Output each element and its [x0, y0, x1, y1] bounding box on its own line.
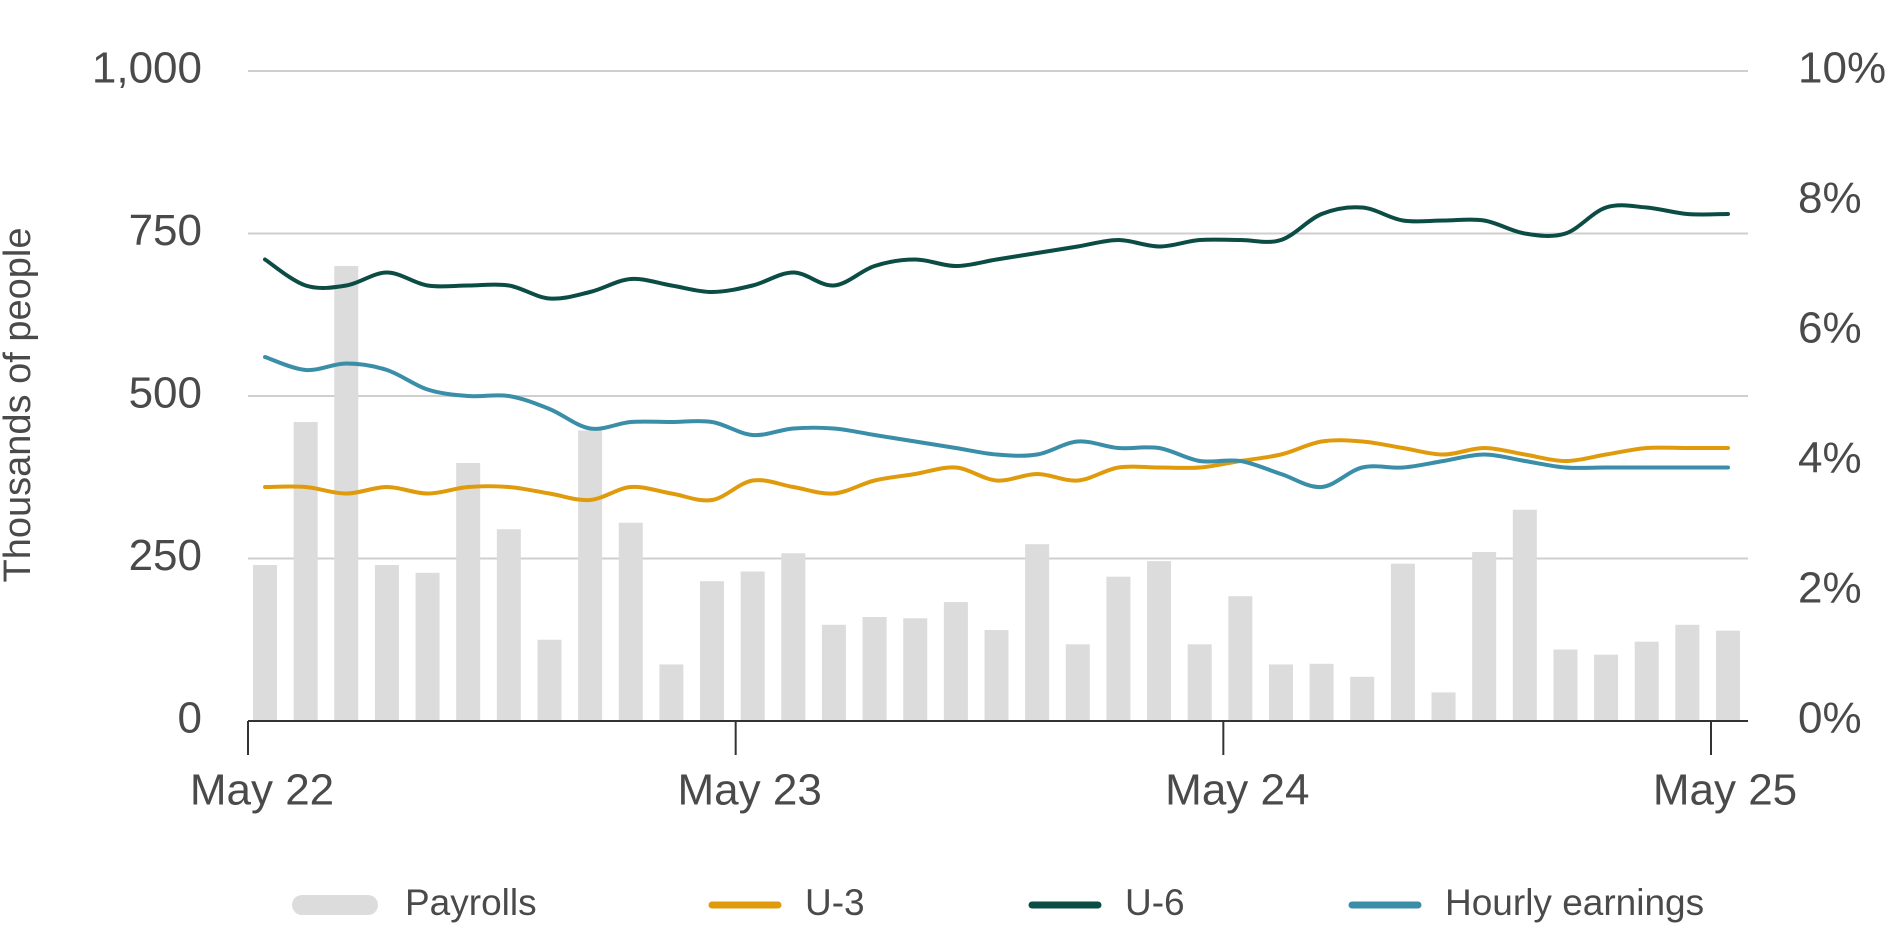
bar — [1472, 552, 1497, 721]
bar — [293, 422, 318, 721]
legend-label: U-3 — [805, 882, 865, 923]
legend-label: Payrolls — [405, 882, 537, 923]
bar — [1553, 649, 1578, 721]
legend-label: U-6 — [1125, 882, 1185, 923]
y-tick-label: 0 — [178, 694, 202, 743]
y2-tick-label: 0% — [1798, 694, 1862, 743]
y2-tick-label: 2% — [1798, 564, 1862, 613]
bar — [1594, 654, 1619, 721]
bar — [1268, 664, 1293, 721]
bar — [1634, 641, 1659, 721]
bar — [700, 581, 725, 721]
bar — [781, 553, 806, 721]
bar — [1309, 663, 1334, 721]
x-tick-label: May 23 — [678, 766, 822, 815]
bar — [1147, 561, 1172, 721]
bar — [1431, 692, 1456, 721]
bar — [1390, 563, 1415, 721]
x-tick-label: May 24 — [1165, 766, 1309, 815]
x-tick-label: May 22 — [190, 766, 334, 815]
bar — [1675, 624, 1700, 721]
bar — [821, 624, 846, 721]
bar — [374, 565, 399, 721]
bar — [1350, 676, 1375, 721]
y-tick-label: 1,000 — [92, 44, 202, 93]
bar — [1065, 644, 1090, 721]
bar — [1106, 576, 1131, 721]
bar — [984, 630, 1009, 721]
bar — [496, 529, 521, 721]
y-tick-label: 500 — [129, 369, 202, 418]
bar — [903, 618, 928, 721]
bar — [1716, 630, 1740, 721]
bar — [578, 430, 603, 721]
y-axis-label: Thousands of people — [0, 228, 39, 583]
bar — [1025, 544, 1050, 721]
bar — [415, 572, 440, 721]
bar — [943, 602, 968, 721]
x-tick-label: May 25 — [1653, 766, 1797, 815]
legend-label: Hourly earnings — [1445, 882, 1704, 923]
bar — [618, 522, 643, 721]
bar — [1228, 596, 1253, 721]
y2-tick-label: 8% — [1798, 174, 1862, 223]
bar — [537, 639, 562, 721]
line — [263, 438, 1730, 503]
bar — [862, 617, 887, 721]
line — [263, 355, 1730, 490]
bar — [740, 571, 765, 721]
bar — [1187, 644, 1212, 721]
y2-tick-label: 10% — [1798, 44, 1886, 93]
bar — [659, 664, 684, 721]
y2-tick-label: 6% — [1798, 304, 1862, 353]
bar — [456, 462, 481, 721]
line — [263, 203, 1730, 301]
bar — [1512, 509, 1537, 721]
y-tick-label: 750 — [129, 206, 202, 255]
bar — [253, 565, 277, 721]
y-tick-label: 250 — [129, 531, 202, 580]
y2-tick-label: 4% — [1798, 434, 1862, 483]
